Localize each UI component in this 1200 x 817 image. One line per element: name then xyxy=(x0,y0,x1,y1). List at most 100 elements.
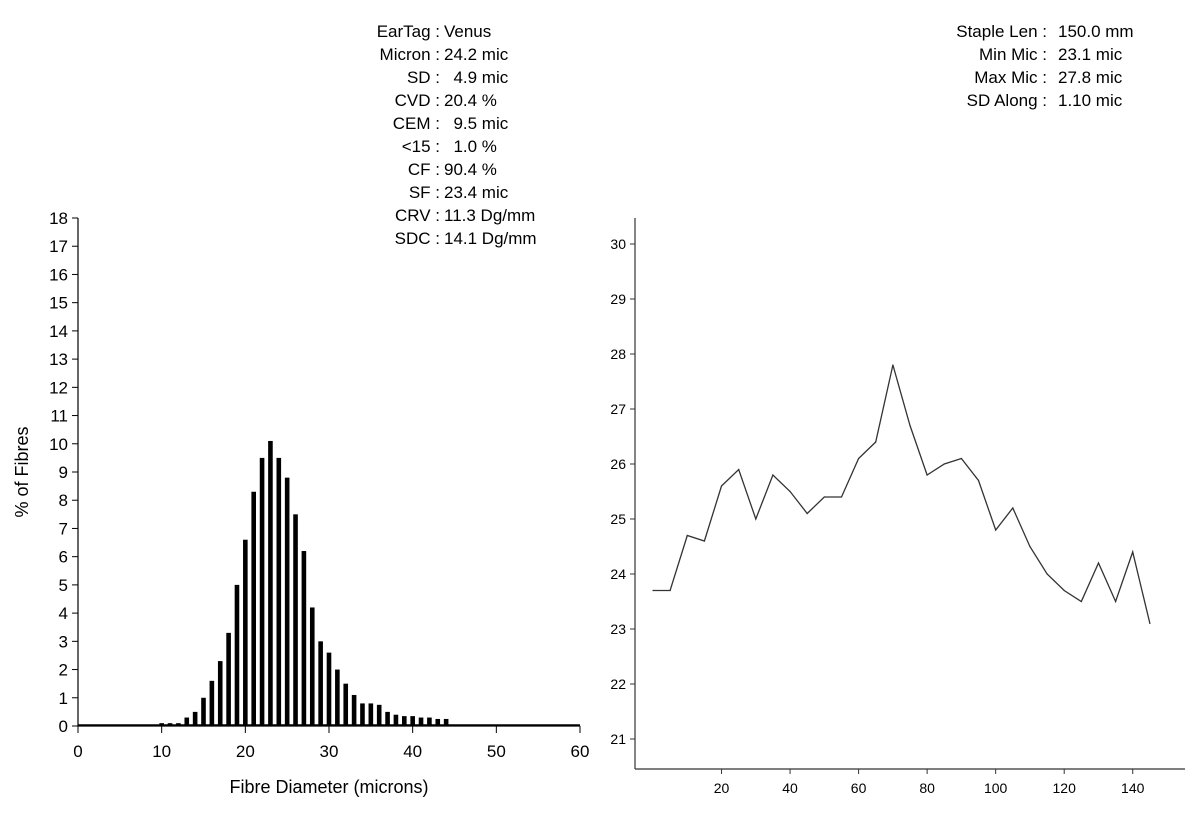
profile-line-series xyxy=(653,364,1151,624)
histogram-bar xyxy=(343,683,349,726)
histogram-x-tick-label: 30 xyxy=(320,742,339,761)
fibre-stat-label: CF : xyxy=(407,160,440,179)
fibre-stat-label: CEM : xyxy=(392,114,440,133)
staple-stat-value: 150.0 mm xyxy=(1058,22,1134,41)
profile-data-point xyxy=(840,496,843,498)
fibre-stat-value: 23.4 mic xyxy=(444,183,509,202)
staple-stat-row: Max Mic : 27.8 mic xyxy=(880,66,1190,89)
profile-y-tick-label: 26 xyxy=(610,456,626,472)
profile-data-point xyxy=(1029,545,1031,548)
profile-data-point xyxy=(703,540,706,542)
profile-y-tick-label: 29 xyxy=(610,291,626,307)
histogram-y-tick-label: 12 xyxy=(49,378,68,397)
histogram-bar xyxy=(443,718,449,726)
profile-data-point xyxy=(995,529,997,531)
staple-stat-value: 23.1 mic xyxy=(1058,45,1123,64)
fibre-stats-panel: EarTag : Venus Micron :24.2 mic SD : 4.9 mi… xyxy=(300,20,600,250)
fibre-stat-row: SD : 4.9 mic xyxy=(300,66,600,89)
fibre-stat-row: <15 : 1.0 % xyxy=(300,135,600,158)
histogram-y-tick-label: 5 xyxy=(59,576,68,595)
fibre-stat-label: EarTag : xyxy=(376,22,440,41)
histogram-bar xyxy=(167,723,173,726)
histogram-bar xyxy=(209,680,215,726)
staple-stat-row: SD Along : 1.10 mic xyxy=(880,89,1190,112)
histogram-y-tick-label: 4 xyxy=(59,604,68,623)
profile-data-point xyxy=(1080,600,1082,603)
histogram-bar xyxy=(243,539,248,726)
histogram-bar xyxy=(410,716,415,726)
profile-x-tick-label: 60 xyxy=(851,780,867,796)
histogram-bar xyxy=(226,632,231,726)
histogram-x-axis-title: Fibre Diameter (microns) xyxy=(229,777,428,797)
fibre-stat-label: SDC : xyxy=(394,229,440,248)
histogram-bar xyxy=(268,440,273,726)
staple-stats-panel: Staple Len : 150.0 mm Min Mic : 23.1 mic Max… xyxy=(880,20,1190,112)
profile-data-point xyxy=(720,485,723,487)
histogram-y-tick-label: 1 xyxy=(59,689,68,708)
staple-stat-label: SD Along : xyxy=(966,91,1047,110)
histogram-x-tick-label: 50 xyxy=(487,742,506,761)
staple-stat-label: Min Mic : xyxy=(979,45,1047,64)
profile-data-point xyxy=(1132,551,1134,553)
histogram-y-tick-label: 15 xyxy=(49,294,68,313)
fibre-stat-label: SD : xyxy=(406,68,440,87)
histogram-bar xyxy=(401,716,407,726)
fibre-stat-value: 9.5 mic xyxy=(444,114,509,133)
fibre-stat-row: Micron :24.2 mic xyxy=(300,43,600,66)
histogram-y-tick-label: 8 xyxy=(59,491,68,510)
fibre-stat-row: SF :23.4 mic xyxy=(300,181,600,204)
histogram-bar xyxy=(234,584,240,726)
histogram-bar xyxy=(293,514,298,726)
histogram-bar xyxy=(393,714,399,726)
fibre-stat-row: CF :90.4 % xyxy=(300,158,600,181)
histogram-bar xyxy=(335,669,340,726)
histogram-bar xyxy=(351,694,357,726)
staple-stat-row: Staple Len : 150.0 mm xyxy=(880,20,1190,43)
histogram-y-tick-label: 17 xyxy=(49,237,68,256)
profile-data-point xyxy=(789,490,791,493)
profile-x-tick-label: 20 xyxy=(714,780,730,796)
histogram-y-tick-label: 10 xyxy=(49,435,68,454)
histogram-bar xyxy=(326,652,332,726)
histogram-y-axis-title: % of Fibres xyxy=(12,426,32,517)
profile-data-point xyxy=(892,364,894,366)
histogram-y-tick-label: 16 xyxy=(49,265,68,284)
histogram-y-tick-label: 7 xyxy=(59,519,68,538)
fibre-stat-value: 4.9 mic xyxy=(444,68,509,87)
profile-data-point xyxy=(738,468,740,471)
histogram-x-tick-label: 10 xyxy=(152,742,171,761)
histogram-bar xyxy=(427,717,432,726)
profile-data-point xyxy=(772,474,774,476)
histogram-bar xyxy=(301,551,307,726)
histogram-y-tick-label: 3 xyxy=(59,632,68,651)
profile-data-point xyxy=(858,457,860,460)
profile-y-tick-label: 27 xyxy=(610,401,626,417)
fibre-stat-row: CVD :20.4 % xyxy=(300,89,600,112)
histogram-bar xyxy=(284,477,290,726)
fibre-stat-value: Venus xyxy=(444,22,492,41)
fibre-stat-value: 90.4 % xyxy=(444,160,497,179)
histogram-bar xyxy=(368,703,374,726)
staple-stat-value: 27.8 mic xyxy=(1058,68,1123,87)
profile-data-point xyxy=(686,534,688,537)
histogram-y-tick-label: 9 xyxy=(59,463,68,482)
histogram-y-tick-label: 14 xyxy=(49,322,68,341)
staple-stat-row: Min Mic : 23.1 mic xyxy=(880,43,1190,66)
profile-data-point xyxy=(755,518,757,520)
histogram-bar xyxy=(385,711,390,726)
fibre-stat-row: CRV :11.3 Dg/mm xyxy=(300,204,600,227)
histogram-bar xyxy=(309,607,315,726)
histogram-y-tick-label: 6 xyxy=(59,548,68,567)
fibre-stat-label: CRV : xyxy=(394,206,440,225)
staple-stat-label: Staple Len : xyxy=(956,22,1047,41)
histogram-bar xyxy=(376,704,382,726)
histogram-y-tick-label: 18 xyxy=(49,209,68,228)
profile-y-tick-label: 21 xyxy=(610,731,626,747)
fibre-stat-value: 24.2 mic xyxy=(444,45,509,64)
staple-stat-value: 1.10 mic xyxy=(1058,91,1123,110)
profile-data-point xyxy=(1115,600,1117,603)
histogram-bar xyxy=(276,457,282,726)
fibre-stat-value: 11.3 Dg/mm xyxy=(444,206,536,225)
profile-data-point xyxy=(669,589,671,592)
